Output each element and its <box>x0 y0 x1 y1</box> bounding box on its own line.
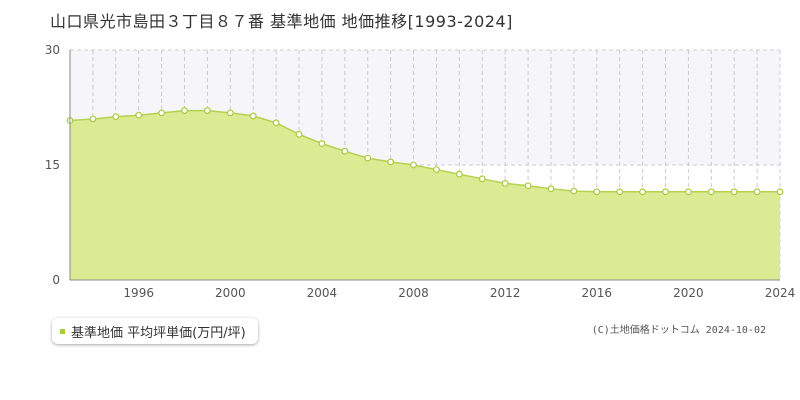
data-point <box>433 166 440 174</box>
data-point <box>135 111 143 119</box>
data-point <box>249 112 257 120</box>
y-tick-label: 30 <box>45 43 60 57</box>
legend-label: 基準地価 平均坪単価(万円/坪) <box>71 325 246 341</box>
data-point <box>272 119 280 127</box>
y-tick-label: 15 <box>45 158 60 172</box>
data-point <box>181 107 188 114</box>
copyright-credit: (C)土地価格ドットコム 2024-10-02 <box>591 325 766 336</box>
data-point <box>295 130 303 138</box>
data-point <box>387 158 395 166</box>
x-tick-label: 2024 <box>765 286 796 300</box>
x-tick-label: 2020 <box>673 286 704 300</box>
data-point <box>501 179 509 187</box>
tick-labels: 0 15 30 1996 2000 2004 2008 2012 2016 2020 2024 <box>45 43 796 300</box>
y-tick-label: 0 <box>52 273 60 287</box>
x-tick-label: 2012 <box>490 286 521 300</box>
data-point <box>616 188 624 196</box>
data-point <box>776 188 784 196</box>
x-tick-label: 2004 <box>307 286 338 300</box>
x-tick-label: 2000 <box>215 286 246 300</box>
data-point <box>89 115 97 123</box>
axes <box>69 50 780 281</box>
data-point <box>455 170 463 178</box>
data-point <box>341 147 349 155</box>
data-point <box>524 182 532 190</box>
data-point <box>204 107 211 114</box>
legend-marker-icon <box>60 328 65 334</box>
x-tick-label: 2016 <box>582 286 613 300</box>
data-point <box>684 188 692 196</box>
series-line <box>69 109 780 193</box>
data-point <box>753 188 761 196</box>
data-point <box>730 188 738 196</box>
series-area <box>70 110 780 280</box>
x-tick-label: 2008 <box>398 286 429 300</box>
data-point <box>639 188 646 196</box>
data-point <box>364 154 372 162</box>
data-point <box>410 161 417 169</box>
data-point <box>112 113 120 121</box>
chart-title: 山口県光市島田３丁目８７番 基準地価 地価推移[1993-2024] <box>50 12 513 31</box>
data-point <box>226 109 234 117</box>
data-point <box>478 175 486 183</box>
x-tick-label: 1996 <box>123 286 154 300</box>
data-point <box>662 188 669 196</box>
data-point <box>707 188 715 196</box>
data-point <box>318 140 326 147</box>
legend: 基準地価 平均坪単価(万円/坪) <box>52 318 258 344</box>
data-point <box>158 109 166 117</box>
data-point <box>593 188 601 196</box>
data-point <box>570 187 578 195</box>
area-layer <box>69 109 780 280</box>
data-point <box>547 185 555 193</box>
